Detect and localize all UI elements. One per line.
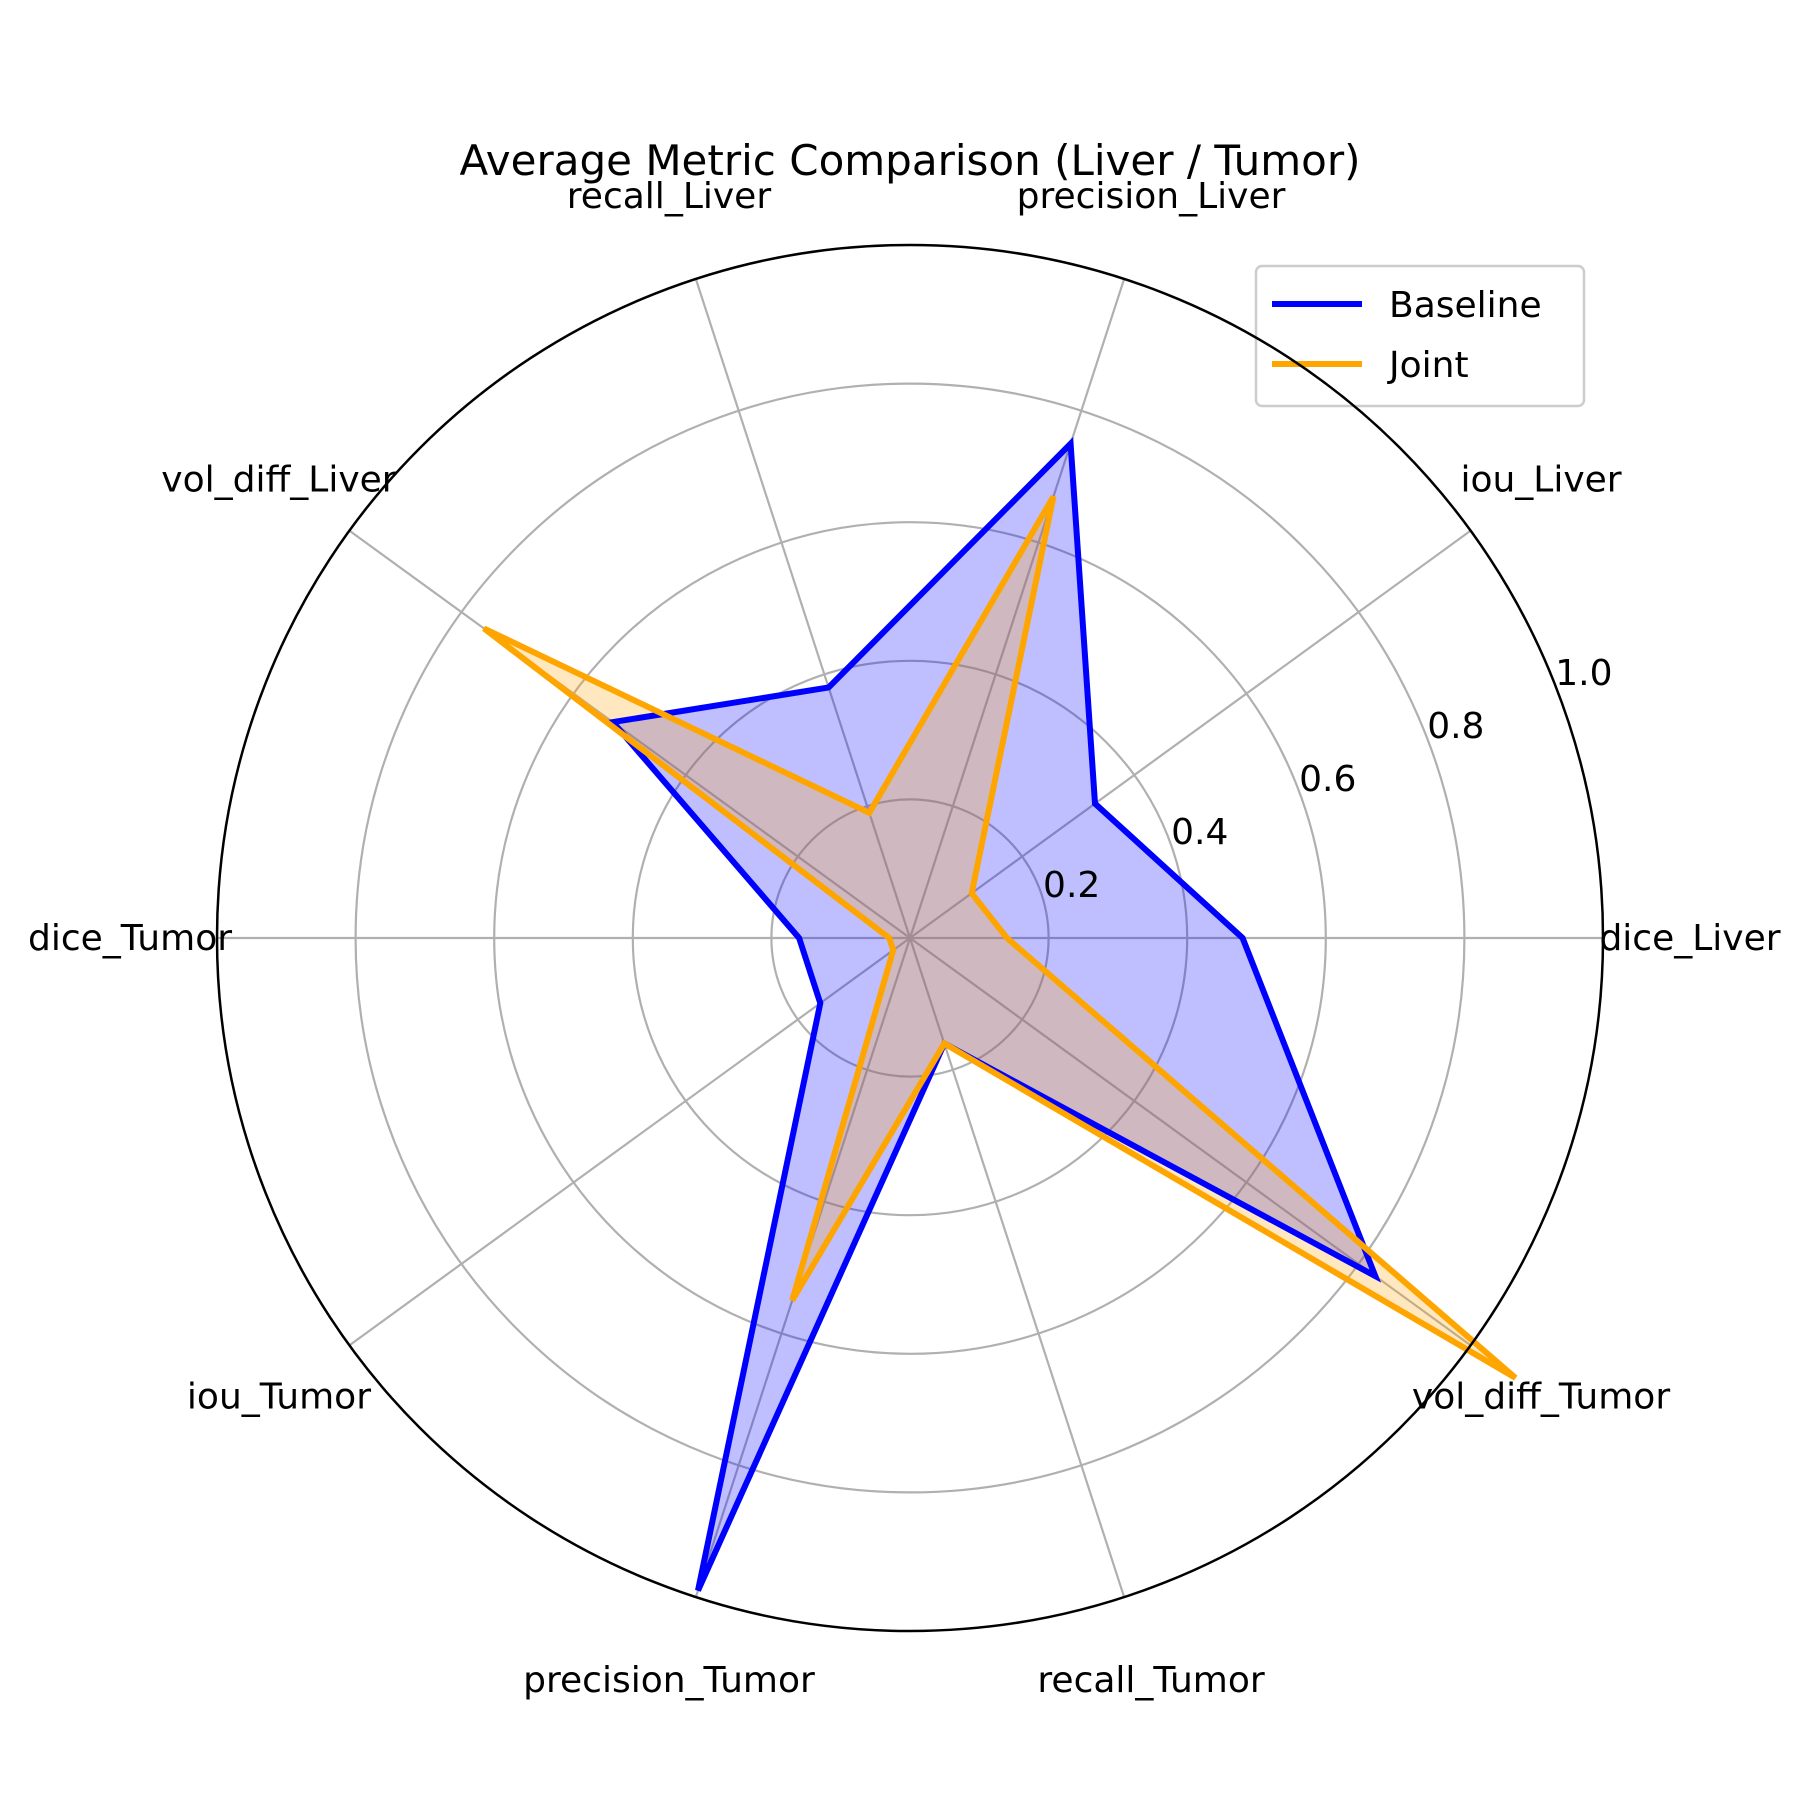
category-label: recall_Tumor [1037, 1660, 1264, 1701]
legend-label: Joint [1387, 345, 1469, 386]
radar-series [482, 436, 1518, 1592]
radar-grid [217, 278, 1603, 1598]
radial-tick-label: 0.8 [1427, 706, 1484, 747]
grid-spoke [908, 278, 1126, 939]
category-label: iou_Liver [1460, 460, 1621, 501]
category-label: dice_Tumor [28, 918, 232, 959]
category-label: dice_Liver [1599, 918, 1780, 959]
grid-spoke [694, 278, 912, 939]
grid-spoke [908, 937, 1126, 1598]
legend-label: Baseline [1389, 285, 1542, 326]
radar-axis-labels: 0.20.40.60.81.0dice_Liveriou_Liverprecis… [28, 176, 1781, 1701]
grid-spoke [909, 529, 1472, 939]
category-label: iou_Tumor [187, 1376, 371, 1417]
category-label: vol_diff_Liver [161, 460, 397, 501]
grid-spoke [348, 529, 911, 939]
series-fill [612, 443, 1376, 1591]
grid-spoke [348, 937, 911, 1347]
category-label: precision_Liver [1017, 176, 1286, 217]
series-line [607, 436, 1382, 1592]
polar-frame [215, 243, 1605, 1633]
series-line [482, 494, 1518, 1381]
radial-tick-label: 0.4 [1171, 812, 1228, 853]
chart-legend: Baseline Joint [1254, 264, 1586, 408]
radial-tick-label: 0.6 [1299, 759, 1356, 800]
category-label: recall_Liver [567, 176, 772, 217]
category-label: vol_diff_Tumor [1412, 1376, 1670, 1417]
radial-tick-label: 0.2 [1043, 865, 1100, 906]
radial-tick-label: 1.0 [1555, 653, 1612, 694]
chart-title: Average Metric Comparison (Liver / Tumor… [460, 136, 1361, 185]
category-label: precision_Tumor [523, 1660, 815, 1701]
